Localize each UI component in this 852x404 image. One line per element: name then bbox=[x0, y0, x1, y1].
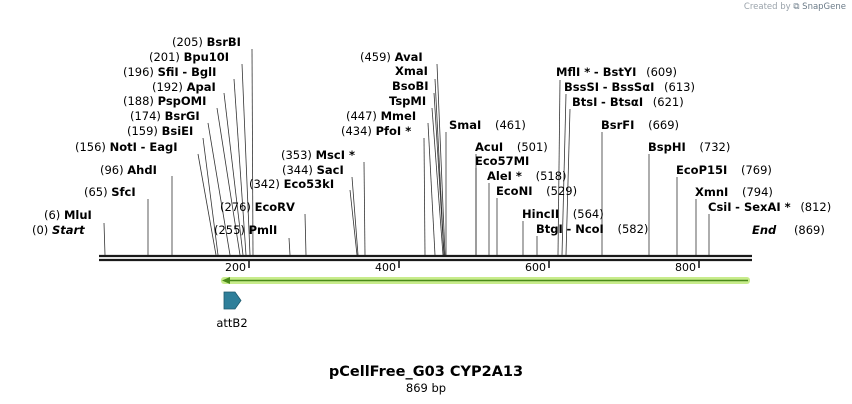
site-label[interactable]: MflI * - BstYI (609) bbox=[556, 65, 677, 79]
site-label[interactable]: XmaI bbox=[395, 64, 428, 78]
site-label[interactable]: BsoBI bbox=[392, 79, 429, 93]
feature-label: attB2 bbox=[216, 316, 247, 330]
site-label[interactable]: EcoNI (529) bbox=[496, 184, 577, 198]
connector-ecorv bbox=[304, 213, 307, 256]
site-label[interactable]: (96) AhdI bbox=[100, 163, 157, 177]
connector-pmli bbox=[288, 237, 291, 256]
connector-avai bbox=[436, 63, 446, 256]
site-label[interactable]: (196) SfiI - BglI bbox=[123, 65, 216, 79]
feature-arrow-head bbox=[222, 277, 230, 284]
site-label[interactable]: BsrFI (669) bbox=[601, 118, 679, 132]
connector-mmei bbox=[427, 122, 436, 256]
site-label[interactable]: CsiI - SexAI * (812) bbox=[708, 200, 831, 214]
connector-tspmi bbox=[431, 107, 444, 256]
connector-noti bbox=[197, 153, 217, 256]
site-label[interactable]: (201) Bpu10I bbox=[149, 50, 229, 64]
site-connector-lines bbox=[103, 48, 710, 256]
restriction-sites: (0) Start (6) MluI (65) SfcI (96) AhdI (… bbox=[32, 35, 831, 237]
connector-bsrgi bbox=[207, 122, 231, 256]
site-label[interactable]: BspHI (732) bbox=[648, 140, 730, 154]
site-label[interactable]: BtsI - BtsαI (621) bbox=[572, 95, 684, 109]
site-label[interactable]: (6) MluI bbox=[44, 208, 92, 222]
site-label[interactable]: (0) Start bbox=[32, 223, 85, 237]
feature-attb2[interactable]: attB2 bbox=[216, 291, 248, 330]
connector-saci bbox=[351, 176, 359, 256]
site-label[interactable]: (156) NotI - EagI bbox=[75, 140, 177, 154]
axis-tick-label: 200 bbox=[225, 261, 246, 274]
plasmid-length: 869 bp bbox=[405, 381, 447, 395]
site-label[interactable]: AcuI (501) bbox=[475, 140, 548, 154]
connector-pfoi bbox=[423, 137, 426, 256]
site-label[interactable]: (342) Eco53kI bbox=[249, 177, 334, 191]
snapgene-credit: Created by ⧉ SnapGene bbox=[744, 2, 846, 12]
site-label[interactable]: SmaI (461) bbox=[449, 118, 526, 132]
site-label[interactable]: BssSI - BssSαI (613) bbox=[564, 80, 695, 94]
connector-msci bbox=[363, 161, 366, 256]
axis-tick-label: 800 bbox=[675, 261, 696, 274]
site-label[interactable]: (459) AvaI bbox=[360, 50, 423, 64]
connector-mfli bbox=[557, 79, 561, 256]
connector-bsssi bbox=[561, 93, 567, 256]
connector-eco53ki bbox=[349, 189, 358, 256]
site-label[interactable]: HincII (564) bbox=[522, 207, 604, 221]
connector-bpu10i bbox=[241, 63, 251, 256]
site-label[interactable]: (434) PfoI * bbox=[341, 124, 411, 138]
connector-pspomi bbox=[216, 107, 241, 256]
site-label[interactable]: Eco57MI bbox=[475, 154, 529, 168]
site-label[interactable]: XmnI (794) bbox=[695, 185, 773, 199]
site-label[interactable]: (255) PmlI bbox=[214, 223, 277, 237]
backbone bbox=[99, 254, 752, 262]
site-label[interactable]: (192) ApaI bbox=[152, 80, 216, 94]
axis-tick-label: 400 bbox=[375, 261, 396, 274]
axis-tick-label: 600 bbox=[525, 261, 546, 274]
site-label[interactable]: (447) MmeI bbox=[346, 109, 416, 123]
connector-bsrbi bbox=[251, 48, 254, 256]
axis: 200 400 600 800 bbox=[225, 261, 700, 274]
site-label[interactable]: EcoP15I (769) bbox=[676, 163, 772, 177]
site-label[interactable]: (205) BsrBI bbox=[172, 35, 241, 49]
site-label[interactable]: (65) SfcI bbox=[84, 185, 136, 199]
site-label[interactable]: (188) PspOMI bbox=[123, 94, 206, 108]
site-label[interactable]: (174) BsrGI bbox=[130, 109, 200, 123]
snapgene-logo-icon: ⧉ bbox=[793, 2, 800, 12]
site-label[interactable]: End (869) bbox=[752, 223, 825, 237]
credit-brand: SnapGene bbox=[802, 2, 846, 12]
credit-prefix: Created by bbox=[743, 2, 791, 12]
site-label[interactable]: (159) BsiEI bbox=[127, 124, 193, 138]
connector-bsiei bbox=[202, 137, 219, 256]
site-label[interactable]: TspMI bbox=[389, 94, 426, 108]
site-label[interactable]: (276) EcoRV bbox=[220, 200, 295, 214]
connector-xmai bbox=[434, 78, 445, 256]
site-label[interactable]: (353) MscI * bbox=[281, 148, 355, 162]
site-label[interactable]: AleI * (518) bbox=[487, 169, 567, 183]
connector-apai bbox=[223, 92, 244, 256]
connector-mlui bbox=[103, 222, 106, 256]
connector-btsi bbox=[565, 108, 571, 256]
attb2-arrow-icon bbox=[223, 291, 242, 310]
site-label[interactable]: BtgI - NcoI (582) bbox=[536, 222, 648, 236]
site-label[interactable]: (344) SacI bbox=[282, 163, 344, 177]
plasmid-title: pCellFree_G03 CYP2A13 bbox=[328, 364, 524, 380]
feature-arrow-reverse bbox=[221, 277, 750, 284]
connector-sfii bbox=[233, 78, 247, 256]
